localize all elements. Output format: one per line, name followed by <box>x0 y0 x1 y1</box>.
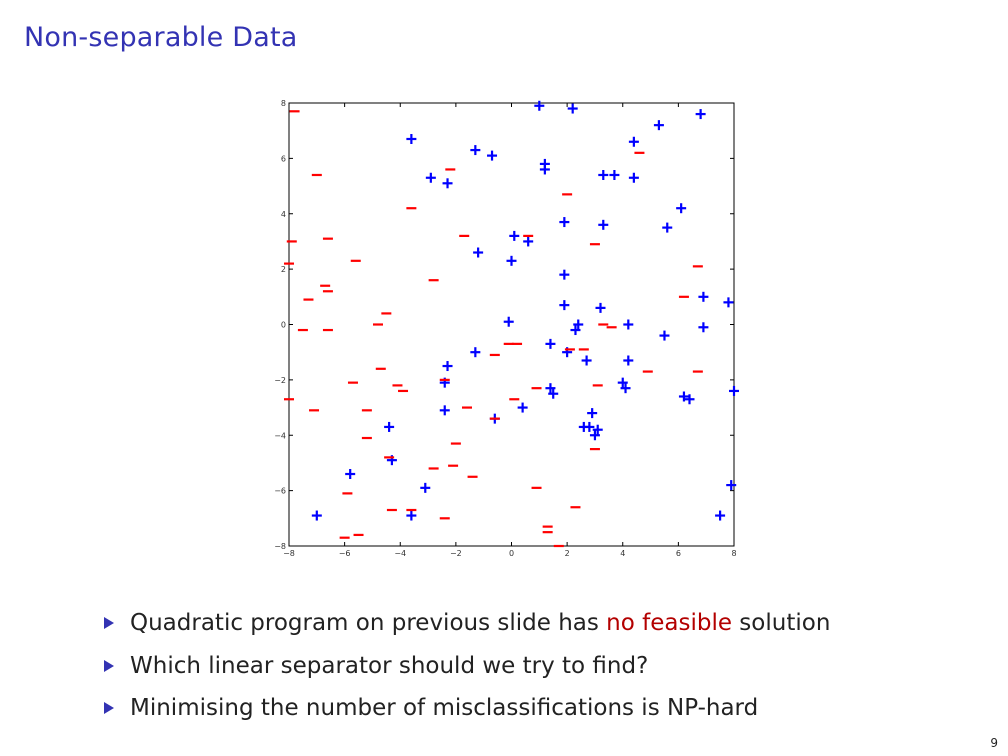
plus-point <box>539 164 550 175</box>
plus-point <box>559 217 570 228</box>
x-tick-label: 0 <box>509 549 514 558</box>
x-tick-label: −2 <box>450 549 462 558</box>
y-tick-label: −2 <box>274 376 286 385</box>
plus-point <box>559 269 570 280</box>
plus-point <box>695 109 706 120</box>
plus-point <box>545 338 556 349</box>
plus-point <box>406 510 417 521</box>
plus-point <box>406 133 417 144</box>
plus-point <box>420 482 431 493</box>
bullet-arrow-icon <box>104 659 114 672</box>
plus-point <box>517 402 528 413</box>
bullet-2-text: Which linear separator should we try to … <box>130 652 649 679</box>
page-number: 9 <box>990 736 998 750</box>
x-tick-label: 8 <box>731 549 736 558</box>
plus-point <box>311 510 322 521</box>
plus-point <box>726 480 737 491</box>
plus-point <box>567 103 578 114</box>
x-tick-label: 2 <box>565 549 570 558</box>
x-tick-label: −4 <box>394 549 406 558</box>
plus-point <box>592 424 603 435</box>
plus-point <box>678 391 689 402</box>
plot-frame <box>288 102 735 547</box>
plus-point <box>470 347 481 358</box>
plus-point <box>698 291 709 302</box>
plus-point <box>684 394 695 405</box>
plus-point <box>623 355 634 366</box>
slide-title: Non-separable Data <box>24 22 298 53</box>
bullet-item-1: Quadratic program on previous slide has … <box>104 602 830 645</box>
bullet-arrow-icon <box>104 702 114 715</box>
plus-point <box>470 145 481 156</box>
plus-point <box>628 172 639 183</box>
plus-point <box>545 383 556 394</box>
plus-point <box>729 385 739 396</box>
plus-point <box>598 169 609 180</box>
y-tick-label: −8 <box>274 542 286 551</box>
y-tick-label: 6 <box>281 154 286 163</box>
bullet-item-3: Minimising the number of misclassificati… <box>104 687 830 730</box>
scatter-chart: −8 −6 −4 −2 0 2 4 6 8 −8 −6 −4 −2 0 2 4 6 8 <box>274 99 739 558</box>
plus-point <box>503 316 514 327</box>
bullet-1-text: Quadratic program on previous slide has … <box>130 610 830 636</box>
plus-point <box>548 388 559 399</box>
plus-point <box>589 430 600 441</box>
plus-point <box>620 383 631 394</box>
plus-point <box>698 322 709 333</box>
bullet-1-highlight: no feasible <box>606 610 732 637</box>
y-tick-label: 8 <box>281 99 286 108</box>
x-tick-label: −8 <box>283 549 295 558</box>
plus-point <box>662 222 673 233</box>
mark-group <box>284 100 739 548</box>
plus-point <box>345 469 356 480</box>
y-tick-label: 2 <box>281 265 286 274</box>
plus-point <box>581 355 592 366</box>
plus-point <box>509 230 520 241</box>
bullet-arrow-icon <box>104 617 114 630</box>
plus-point <box>715 510 726 521</box>
plus-point <box>723 297 734 308</box>
plus-point <box>573 319 584 330</box>
plus-point <box>587 408 598 419</box>
bullet-1-after: solution <box>732 610 831 637</box>
plus-point <box>595 302 606 313</box>
bullet-3-text: Minimising the number of misclassificati… <box>130 695 759 722</box>
x-tick-label: 6 <box>676 549 681 558</box>
bullet-item-2: Which linear separator should we try to … <box>104 645 830 688</box>
plus-point <box>425 172 436 183</box>
plus-point <box>487 150 498 161</box>
bullet-list: Quadratic program on previous slide has … <box>104 602 830 730</box>
plus-point <box>506 255 517 266</box>
bullet-1-before: Quadratic program on previous slide has <box>130 610 607 637</box>
plus-point <box>676 203 687 214</box>
plus-point <box>617 377 628 388</box>
plus-point <box>628 136 639 147</box>
plus-point <box>523 236 534 247</box>
plus-point <box>442 361 453 372</box>
plus-point <box>584 421 595 432</box>
plus-point <box>559 300 570 311</box>
plus-point <box>623 319 634 330</box>
plus-point <box>659 330 670 341</box>
plus-point <box>598 219 609 230</box>
plus-point <box>653 120 664 131</box>
y-tick-label: 0 <box>281 321 286 330</box>
plus-point <box>442 178 453 189</box>
plus-point <box>473 247 484 258</box>
plus-point <box>439 405 450 416</box>
x-tick-label: −6 <box>339 549 351 558</box>
plus-point <box>609 169 620 180</box>
y-tick-label: −6 <box>274 487 286 496</box>
x-tick-label: 4 <box>620 549 625 558</box>
tick-group: −8 −6 −4 −2 0 2 4 6 8 −8 −6 −4 −2 0 2 4 6 8 <box>274 99 736 558</box>
plus-point <box>570 325 581 336</box>
y-tick-label: −4 <box>274 431 286 440</box>
plus-point <box>534 100 545 111</box>
plus-point <box>384 421 395 432</box>
y-tick-label: 4 <box>281 210 286 219</box>
